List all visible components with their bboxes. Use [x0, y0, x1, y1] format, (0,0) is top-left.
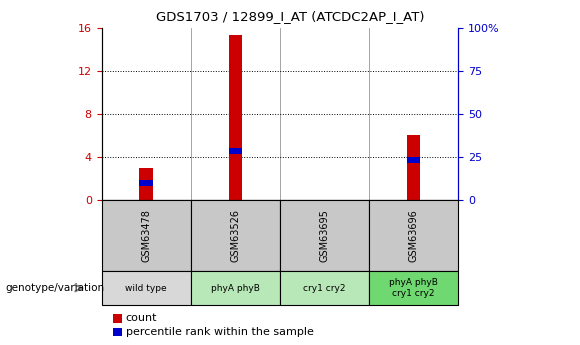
Text: cry1 cry2: cry1 cry2 [303, 284, 346, 293]
Bar [229, 148, 242, 154]
Text: GSM63478: GSM63478 [141, 209, 151, 262]
Text: percentile rank within the sample: percentile rank within the sample [126, 327, 314, 337]
Text: genotype/variation: genotype/variation [6, 283, 105, 293]
Text: phyA phyB: phyA phyB [211, 284, 260, 293]
Bar [229, 35, 242, 200]
Text: wild type: wild type [125, 284, 167, 293]
Text: GSM63695: GSM63695 [320, 209, 329, 262]
Bar [407, 136, 420, 200]
Text: count: count [126, 314, 157, 323]
Bar [139, 180, 153, 186]
Bar [139, 168, 153, 200]
Text: GSM63526: GSM63526 [230, 209, 240, 262]
Bar [407, 157, 420, 162]
Text: phyA phyB
cry1 cry2: phyA phyB cry1 cry2 [389, 278, 438, 298]
Text: GSM63696: GSM63696 [409, 209, 419, 262]
Text: GDS1703 / 12899_I_AT (ATCDC2AP_I_AT): GDS1703 / 12899_I_AT (ATCDC2AP_I_AT) [156, 10, 424, 23]
